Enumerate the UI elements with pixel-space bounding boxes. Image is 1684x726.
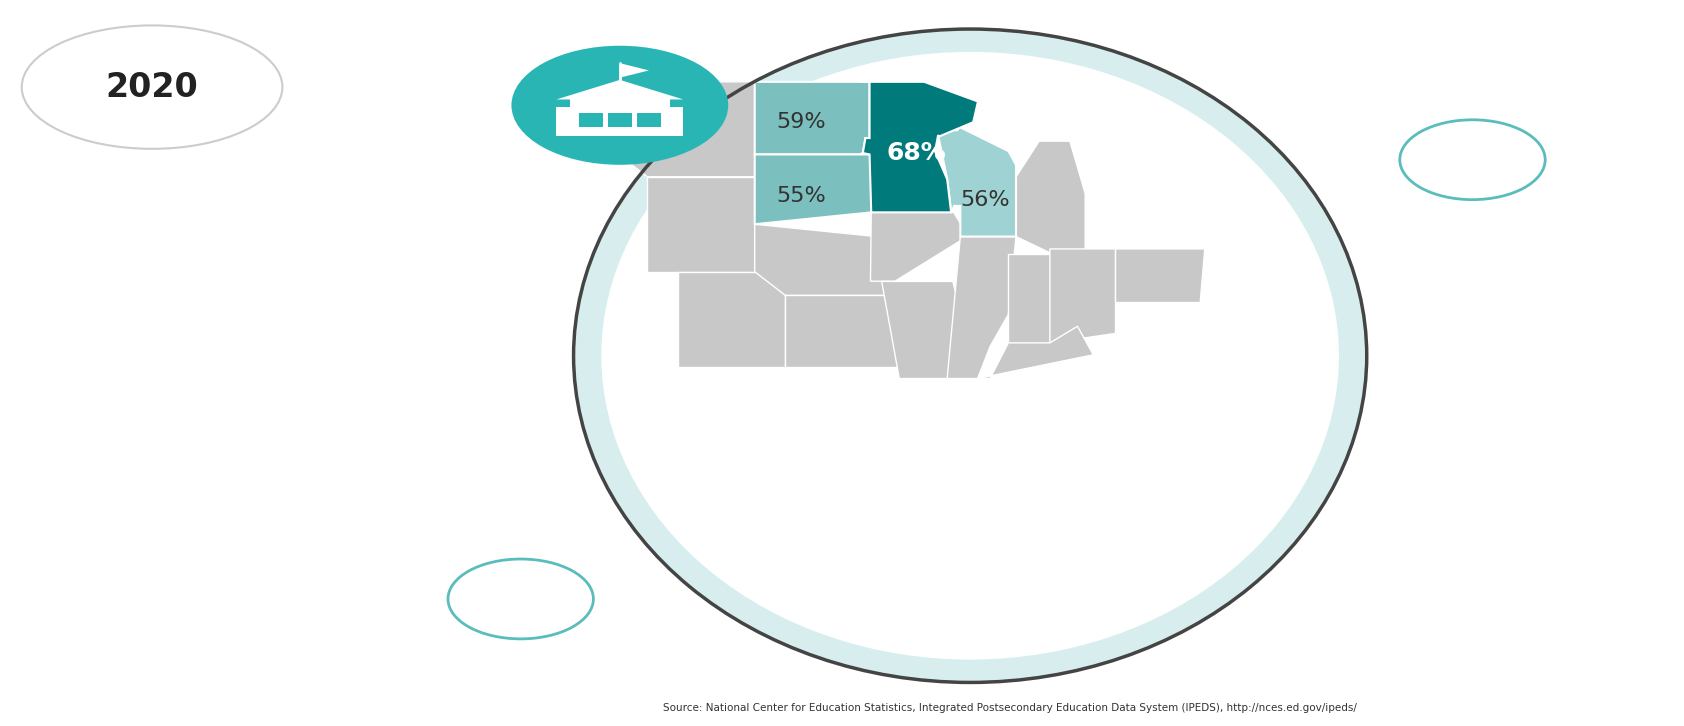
Polygon shape: [882, 282, 977, 378]
Text: 56%: 56%: [960, 190, 1010, 211]
Text: 59%: 59%: [776, 112, 827, 132]
Text: Minnesota: Minnesota: [25, 367, 131, 385]
Text: Source: National Center for Education Statistics, Integrated Postsecondary Educa: Source: National Center for Education St…: [663, 703, 1357, 713]
Polygon shape: [977, 326, 1093, 378]
Polygon shape: [571, 82, 754, 176]
Polygon shape: [754, 82, 869, 155]
Text: North Dakota: North Dakota: [25, 418, 160, 436]
Text: South Dakota: South Dakota: [25, 469, 162, 486]
Polygon shape: [556, 80, 684, 99]
Polygon shape: [620, 63, 648, 78]
Ellipse shape: [601, 52, 1339, 660]
Polygon shape: [647, 176, 754, 272]
Ellipse shape: [22, 25, 283, 149]
Polygon shape: [926, 127, 1015, 237]
Bar: [569, 98, 670, 136]
Polygon shape: [754, 224, 889, 295]
Polygon shape: [1015, 141, 1084, 255]
Circle shape: [512, 46, 727, 165]
Ellipse shape: [574, 29, 1367, 682]
Bar: [556, 107, 578, 136]
Polygon shape: [871, 212, 968, 281]
Text: 4-year institutions in:: 4-year institutions in:: [25, 306, 254, 325]
Text: 55%: 55%: [776, 186, 827, 205]
Polygon shape: [785, 295, 899, 367]
Polygon shape: [946, 237, 1015, 378]
Polygon shape: [1115, 249, 1204, 303]
Text: 6-year graduation rates at: 6-year graduation rates at: [25, 256, 305, 274]
Polygon shape: [1009, 253, 1049, 343]
Polygon shape: [754, 155, 871, 224]
Text: Wisconsin: Wisconsin: [25, 516, 126, 534]
Text: 68%: 68%: [886, 141, 946, 165]
Bar: [662, 107, 684, 136]
Polygon shape: [859, 82, 978, 212]
Bar: [579, 113, 603, 127]
Polygon shape: [1049, 249, 1115, 343]
Polygon shape: [679, 272, 785, 367]
Bar: [637, 113, 660, 127]
Bar: [608, 113, 632, 127]
Text: 2020: 2020: [106, 70, 199, 104]
